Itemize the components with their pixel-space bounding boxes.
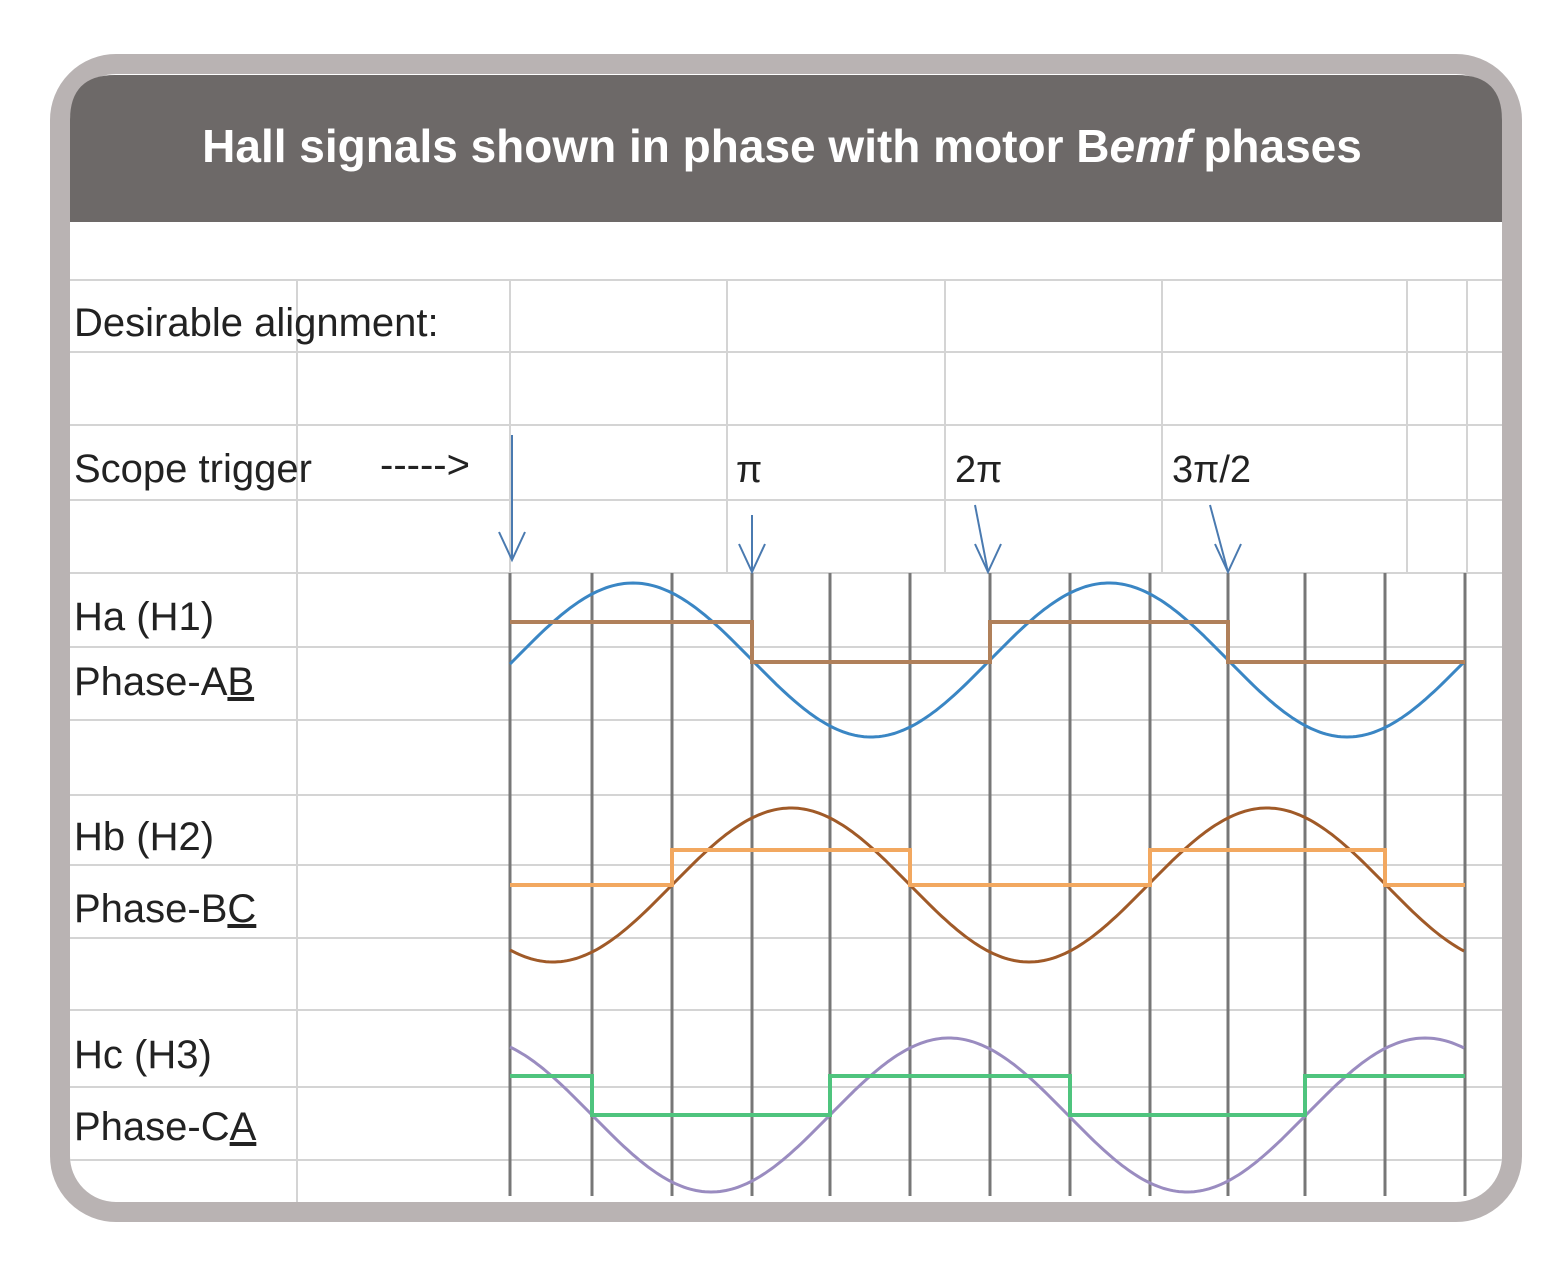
hall-signal (510, 1074, 1465, 1117)
trigger-arrow: -----> (380, 443, 470, 487)
header-bar (70, 75, 1502, 222)
trigger-arrow-head (738, 543, 766, 575)
alignment-label: Desirable alignment: (74, 301, 439, 345)
bemf-wave (509, 806, 1465, 964)
phase-label: Phase-BC (74, 887, 256, 931)
hall-signal (510, 620, 1465, 664)
hall-label: Hb (H2) (74, 815, 214, 859)
hall-label: Ha (H1) (74, 595, 214, 639)
phase-underlined: C (227, 887, 256, 931)
marker: π (736, 449, 762, 491)
trigger-arrow-head (1214, 543, 1242, 575)
marker: 3π/2 (1172, 449, 1251, 491)
frame (50, 54, 1522, 1222)
phase-underlined: B (227, 660, 254, 704)
marker: 2π (955, 449, 1002, 491)
trigger-arrow-line (1209, 504, 1229, 573)
phase-name: Phase-A (74, 660, 228, 704)
sheet-grid (70, 279, 1502, 1202)
trigger-arrow-line (974, 504, 989, 573)
phase-label: Phase-CA (74, 1105, 257, 1149)
trigger-arrow-head (974, 543, 1002, 575)
hall-signal (510, 848, 1465, 887)
hall-label: Hc (H3) (74, 1033, 212, 1077)
title-part: Hall signals shown in phase with motor B (202, 120, 1109, 172)
title-italic: emf (1110, 120, 1196, 172)
phase-underlined: A (230, 1105, 257, 1149)
trigger-label: Scope trigger (74, 447, 312, 491)
trigger-arrow-head (498, 531, 526, 563)
title-part: phases (1203, 120, 1362, 172)
phase-name: Phase-C (74, 1105, 230, 1149)
waveforms (498, 435, 1467, 1196)
title: Hall signals shown in phase with motor B… (202, 120, 1362, 172)
phase-name: Phase-B (74, 887, 227, 931)
phase-label: Phase-AB (74, 660, 254, 704)
